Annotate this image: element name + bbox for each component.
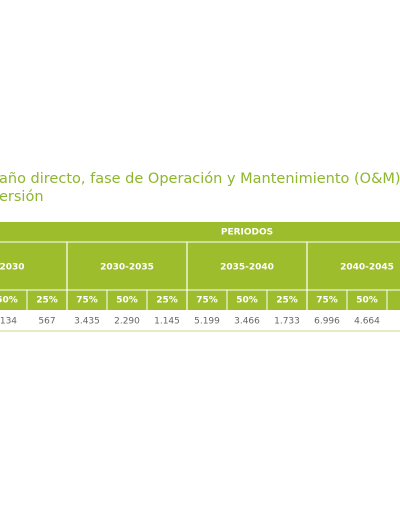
sub-header: 75% bbox=[76, 296, 98, 306]
cell: 2.290 bbox=[114, 317, 140, 327]
group-header: PERIODOS bbox=[221, 228, 273, 238]
sub-header: 25% bbox=[276, 296, 298, 306]
cell: .134 bbox=[0, 317, 17, 327]
sub-header: 75% bbox=[196, 296, 218, 306]
period-header: 2040-2045 bbox=[340, 263, 394, 273]
period-header: 5-2030 bbox=[0, 263, 25, 273]
cell: 1.733 bbox=[274, 317, 300, 327]
cell: 5.199 bbox=[194, 317, 220, 327]
sub-header: 25% bbox=[156, 296, 178, 306]
cell: 4.664 bbox=[354, 317, 380, 327]
cell: 3.466 bbox=[234, 317, 260, 327]
sub-header: 50% bbox=[116, 296, 138, 306]
period-header: 2035-2040 bbox=[220, 263, 274, 273]
cell: 1.145 bbox=[154, 317, 180, 327]
sub-header: 50% bbox=[236, 296, 258, 306]
sub-header: 50% bbox=[356, 296, 378, 306]
sub-header: 50% bbox=[0, 296, 18, 306]
title-line: año directo, fase de Operación y Manteni… bbox=[0, 171, 400, 187]
period-header: 2030-2035 bbox=[100, 263, 154, 273]
sub-header: 75% bbox=[316, 296, 338, 306]
sub-header: 25% bbox=[36, 296, 58, 306]
title-line: ersión bbox=[0, 189, 44, 205]
cell: 567 bbox=[38, 317, 55, 327]
cell: 6.996 bbox=[314, 317, 340, 327]
cell: 3.435 bbox=[74, 317, 100, 327]
